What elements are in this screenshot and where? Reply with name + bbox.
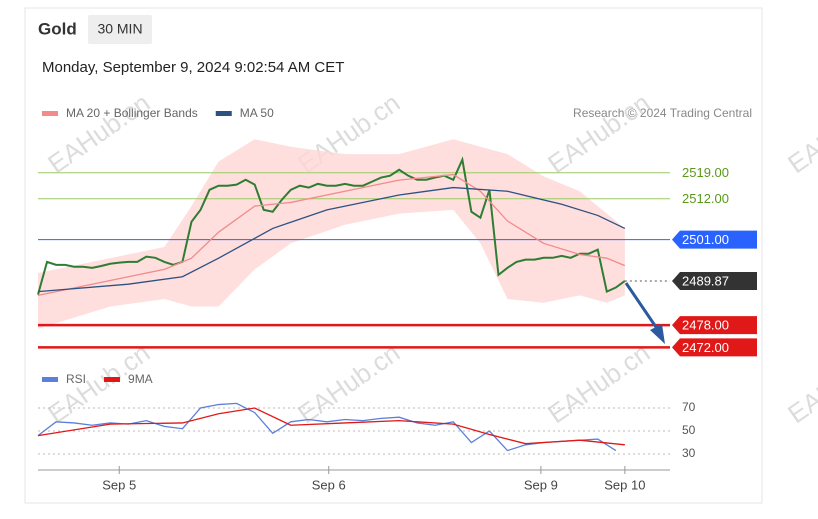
level-tag — [672, 338, 757, 357]
y-tick-label: 70 — [682, 400, 696, 414]
legend-swatch — [215, 111, 232, 116]
level-label: 2489.87 — [682, 273, 729, 288]
rsi-panel: RSI 9MA 70 50 30 Sep 5 Sep 6 Sep 9 Sep 10 — [37, 372, 696, 492]
legend-label: RSI — [66, 372, 86, 386]
legend-swatch — [42, 377, 58, 382]
level-tag — [672, 230, 757, 249]
price-panel: MA 20 + Bollinger Bands MA 50 2519.00 2512.… — [37, 106, 757, 357]
watermark: EAHub.cn — [782, 337, 818, 429]
watermark: EAHub.cn — [782, 87, 818, 179]
level-label: 2478.00 — [682, 318, 729, 333]
series-line — [37, 407, 625, 446]
bollinger-band — [38, 139, 625, 329]
level-tag — [672, 316, 757, 335]
y-tick-label: 30 — [682, 446, 696, 460]
timestamp: Monday, September 9, 2024 9:02:54 AM CET — [42, 59, 344, 76]
level-tag — [672, 271, 757, 290]
legend-swatch — [104, 377, 121, 382]
timeframe-badge — [88, 15, 152, 44]
level-label: 2512.00 — [682, 191, 729, 206]
credit: Research © 2024 Trading Central — [573, 106, 752, 120]
series-line — [37, 156, 626, 295]
x-tick-label: Sep 5 — [102, 477, 136, 492]
series-line — [37, 402, 617, 452]
level-label: 2501.00 — [682, 232, 729, 247]
forecast-arrowhead — [650, 324, 665, 344]
series-line — [37, 186, 626, 293]
x-tick-label: Sep 9 — [524, 477, 558, 492]
legend-label: MA 20 + Bollinger Bands — [66, 106, 198, 120]
timeframe: 30 MIN — [97, 21, 142, 37]
level-label: 2472.00 — [682, 340, 729, 355]
legend-label: 9MA — [128, 372, 153, 386]
level-label: 2519.00 — [682, 165, 729, 180]
x-tick-label: Sep 10 — [604, 477, 645, 492]
legend-label: MA 50 — [240, 106, 274, 120]
forecast-arrow — [624, 282, 660, 331]
title: Gold — [38, 19, 77, 38]
series-line — [37, 173, 626, 296]
y-tick-label: 50 — [682, 423, 696, 437]
legend-swatch — [42, 111, 58, 116]
x-tick-label: Sep 6 — [312, 477, 346, 492]
